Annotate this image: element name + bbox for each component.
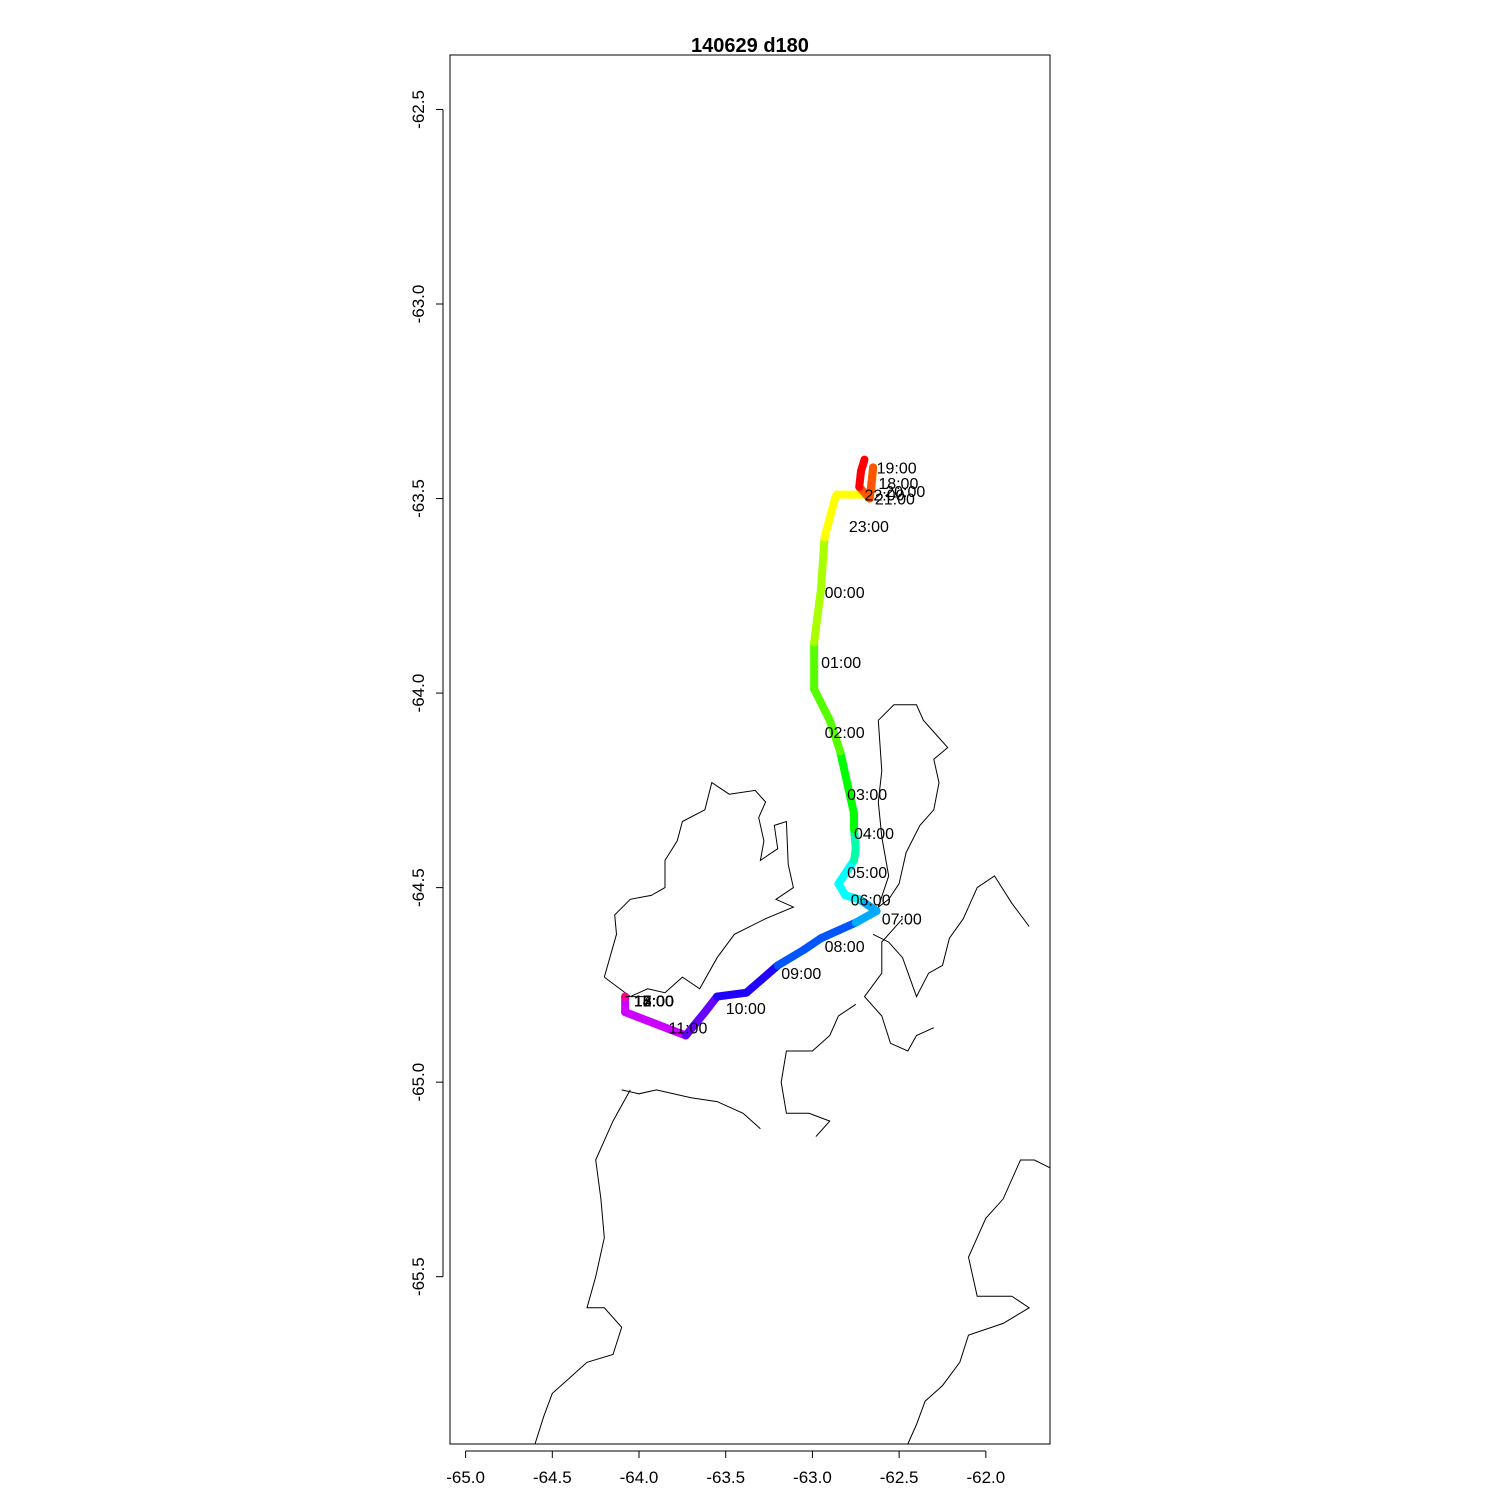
hour-label: 17:00 xyxy=(634,993,674,1010)
hour-label: 23:00 xyxy=(849,519,889,536)
x-tick-label: -63.0 xyxy=(793,1468,832,1487)
coastline-4 xyxy=(780,1003,857,1137)
y-tick-label: -65.0 xyxy=(409,1063,428,1102)
hour-label: 13:00 xyxy=(634,993,674,1010)
hour-label: 08:00 xyxy=(825,939,865,956)
track-segment xyxy=(742,961,782,997)
chart-title: 140629 d180 xyxy=(691,35,809,57)
track-segment xyxy=(825,716,845,756)
x-tick-label: -65.0 xyxy=(446,1468,485,1487)
axes: -65.0 -64.5 -64.0 -63.5 -63.0 -62.5 -62.0 -62.5… xyxy=(409,90,1005,1487)
track-segment xyxy=(681,1008,709,1040)
hour-label: 19:00 xyxy=(877,460,917,477)
hour-label: 20:00 xyxy=(885,484,925,501)
coastline-layer xyxy=(534,704,1051,1445)
x-tick-label: -63.5 xyxy=(706,1468,745,1487)
coastline-3 xyxy=(863,918,935,1052)
track-segment xyxy=(810,584,826,647)
y-tick-label: -63.0 xyxy=(409,285,428,324)
y-tick-label: -63.5 xyxy=(409,479,428,518)
y-tick-label: -62.5 xyxy=(409,90,428,129)
hour-label: 06:00 xyxy=(851,892,891,909)
track-layer xyxy=(621,455,881,1040)
track-segment xyxy=(810,685,834,725)
hour-label: 04:00 xyxy=(854,826,894,843)
hour-label: 01:00 xyxy=(821,655,861,672)
hour-label: 03:00 xyxy=(847,787,887,804)
y-tick-label: -64.5 xyxy=(409,868,428,907)
hour-label: 09:00 xyxy=(781,966,821,983)
hour-label: 22:00 xyxy=(864,488,904,505)
track-segment xyxy=(773,945,808,970)
coastline-6 xyxy=(534,1089,631,1445)
track-segment xyxy=(817,533,829,593)
track-segment xyxy=(856,455,869,476)
hour-label: 21:00 xyxy=(875,492,915,509)
coastline-0 xyxy=(603,781,795,998)
hour-label: 10:00 xyxy=(726,1001,766,1018)
x-tick-label: -64.0 xyxy=(620,1468,659,1487)
x-tick-label: -64.5 xyxy=(533,1468,572,1487)
track-segment xyxy=(713,988,751,1001)
x-tick-label: -62.5 xyxy=(880,1468,919,1487)
hour-label: 11:00 xyxy=(668,1021,707,1038)
y-tick-label: -65.5 xyxy=(409,1257,428,1296)
track-segment xyxy=(820,494,839,542)
hour-label: 05:00 xyxy=(847,865,887,882)
y-tick-label: -64.0 xyxy=(409,674,428,713)
x-tick-label: -62.0 xyxy=(966,1468,1005,1487)
hour-label: 00:00 xyxy=(825,585,865,602)
coastline-2 xyxy=(872,875,1030,998)
track-segment xyxy=(836,747,859,818)
hour-label: 07:00 xyxy=(882,912,922,929)
hour-label: 02:00 xyxy=(825,725,865,742)
coastline-7 xyxy=(907,1159,1051,1445)
track-segment xyxy=(817,918,860,943)
hour-label: 16:00 xyxy=(634,993,674,1010)
plot-frame xyxy=(449,54,1051,1445)
hour-label: 18:00 xyxy=(878,476,918,493)
hour-label: 14:00 xyxy=(634,993,674,1010)
track-segment xyxy=(621,1008,690,1040)
coastline-5 xyxy=(621,1089,761,1130)
track-segment xyxy=(834,856,859,888)
hour-label: 12:00 xyxy=(634,993,674,1010)
coastline-1 xyxy=(877,704,949,909)
hour-label: 15:00 xyxy=(634,993,674,1010)
